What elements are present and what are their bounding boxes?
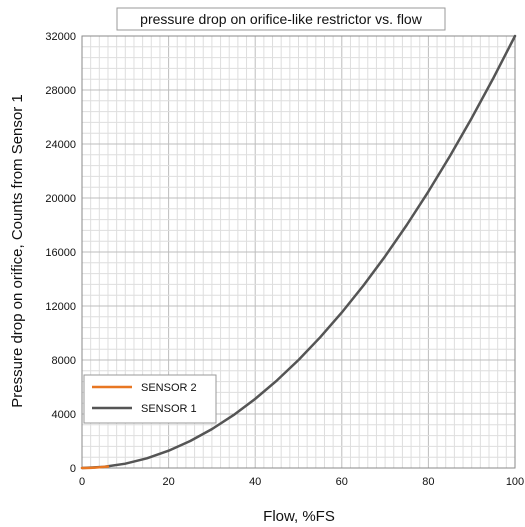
y-tick-label: 28000 bbox=[45, 85, 76, 97]
title-box bbox=[116, 7, 446, 31]
y-tick-labels: 0 4000 8000 12000 16000 20000 24000 28000 32000 bbox=[45, 31, 76, 475]
x-tick-label: 100 bbox=[506, 476, 524, 488]
legend: SENSOR 2 SENSOR 1 bbox=[83, 374, 217, 424]
y-tick-label: 4000 bbox=[52, 409, 76, 421]
y-tick-label: 32000 bbox=[45, 31, 76, 43]
x-tick-label: 80 bbox=[422, 476, 434, 488]
y-tick-label: 16000 bbox=[45, 247, 76, 259]
x-tick-label: 20 bbox=[162, 476, 174, 488]
y-axis-label: Pressure drop on orifice, Counts from Se… bbox=[9, 94, 26, 407]
plot-frame bbox=[81, 35, 516, 469]
grid-lines bbox=[81, 35, 516, 469]
x-axis-label: Flow, %FS bbox=[263, 508, 335, 525]
legend-box bbox=[83, 374, 217, 424]
y-tick-label: 20000 bbox=[45, 193, 76, 205]
series-line-sensor-1 bbox=[80, 34, 517, 470]
legend-label-sensor-2: SENSOR 2 bbox=[141, 382, 197, 394]
y-tick-label: 12000 bbox=[45, 301, 76, 313]
series-layer bbox=[80, 34, 517, 470]
chart-title: pressure drop on orifice-like restrictor… bbox=[140, 11, 423, 27]
y-tick-label: 0 bbox=[70, 463, 76, 475]
x-tick-label: 60 bbox=[336, 476, 348, 488]
y-tick-label: 24000 bbox=[45, 139, 76, 151]
x-tick-label: 40 bbox=[249, 476, 261, 488]
y-tick-label: 8000 bbox=[52, 355, 76, 367]
legend-label-sensor-1: SENSOR 1 bbox=[141, 403, 197, 415]
x-tick-labels: 0 20 40 60 80 100 bbox=[79, 476, 524, 488]
series-line-sensor-2 bbox=[80, 465, 110, 470]
x-tick-label: 0 bbox=[79, 476, 85, 488]
